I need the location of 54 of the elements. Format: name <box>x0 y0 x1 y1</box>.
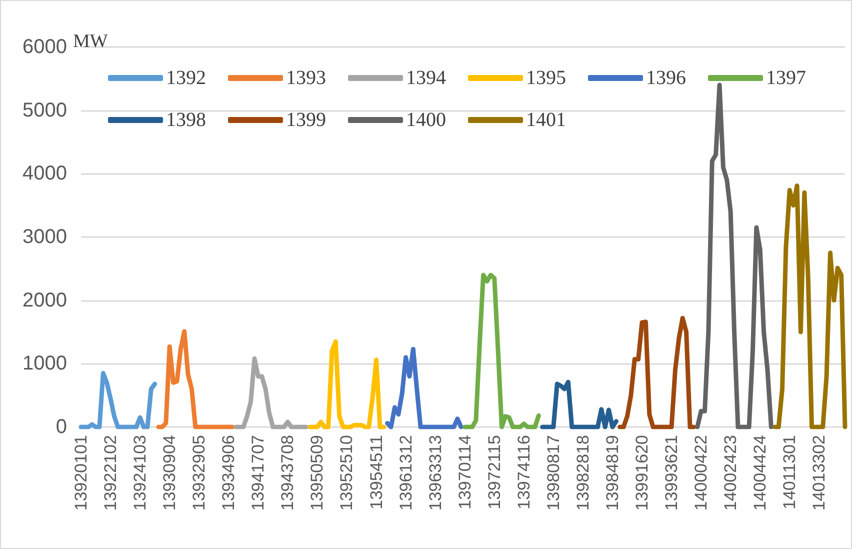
x-tick-label: 13950509 <box>308 435 327 511</box>
line-series <box>618 316 696 430</box>
y-tick-label: 1000 <box>22 352 67 375</box>
y-tick-label: 5000 <box>22 99 67 122</box>
legend-label: 1400 <box>406 109 446 131</box>
y-tick-label: 2000 <box>22 289 67 312</box>
line-series <box>234 356 308 430</box>
legend-label: 1399 <box>286 109 326 131</box>
x-tick-label: 13993621 <box>662 435 682 511</box>
x-tick-label: 13961312 <box>396 435 416 511</box>
x-tick-label: 13934906 <box>219 435 238 511</box>
legend-label: 1396 <box>646 67 686 89</box>
x-tick-label: 14013302 <box>810 435 829 511</box>
x-tick-label: 13984819 <box>602 435 622 511</box>
x-tick-label: 13924103 <box>130 435 150 511</box>
x-tick-label: 14000422 <box>692 435 711 511</box>
line-series <box>462 272 541 430</box>
x-tick-label: 14002423 <box>721 435 740 511</box>
x-tick-label: 14011301 <box>780 435 800 510</box>
line-series <box>772 183 848 430</box>
legend-label: 1394 <box>406 67 446 89</box>
line-series <box>695 82 774 430</box>
x-tick-label: 13954511 <box>366 435 386 510</box>
legend-label: 1398 <box>166 109 206 131</box>
y-tick-label: 6000 <box>22 36 67 58</box>
legend-label: 1393 <box>286 67 326 89</box>
x-tick-label: 13980817 <box>544 435 563 511</box>
x-tick-label: 13970114 <box>455 435 474 510</box>
x-tick-label: 13930904 <box>160 435 180 511</box>
legend-label: 1397 <box>766 67 806 89</box>
line-series <box>540 380 618 430</box>
x-tick-label: 13974116 <box>514 435 534 510</box>
legend-label: 1401 <box>526 109 566 131</box>
line-series <box>308 339 386 430</box>
x-tick-label: 13943708 <box>278 435 298 511</box>
x-tick-label: 13991620 <box>632 435 652 511</box>
x-tick-label: 13972115 <box>484 435 504 510</box>
x-tick-label: 13952510 <box>337 435 356 511</box>
x-tick-label: 13963313 <box>426 435 445 511</box>
x-tick-label: 13982818 <box>573 435 592 511</box>
y-tick-label: 0 <box>56 416 67 438</box>
legend-label: 1395 <box>526 67 566 89</box>
x-tick-label: 13922102 <box>101 435 120 511</box>
y-tick-label: 3000 <box>22 226 67 248</box>
x-tick-label: 13920101 <box>72 435 90 511</box>
x-tick-label: 13941707 <box>248 435 268 511</box>
legend-label: 1392 <box>166 67 206 89</box>
y-axis-title: MW <box>73 31 108 52</box>
y-tick-label: 4000 <box>22 162 67 185</box>
line-series <box>78 370 158 430</box>
x-tick-label: 13932905 <box>190 435 209 511</box>
x-tick-label: 14004424 <box>750 435 770 511</box>
line-series <box>156 329 235 430</box>
line-series <box>385 346 464 430</box>
